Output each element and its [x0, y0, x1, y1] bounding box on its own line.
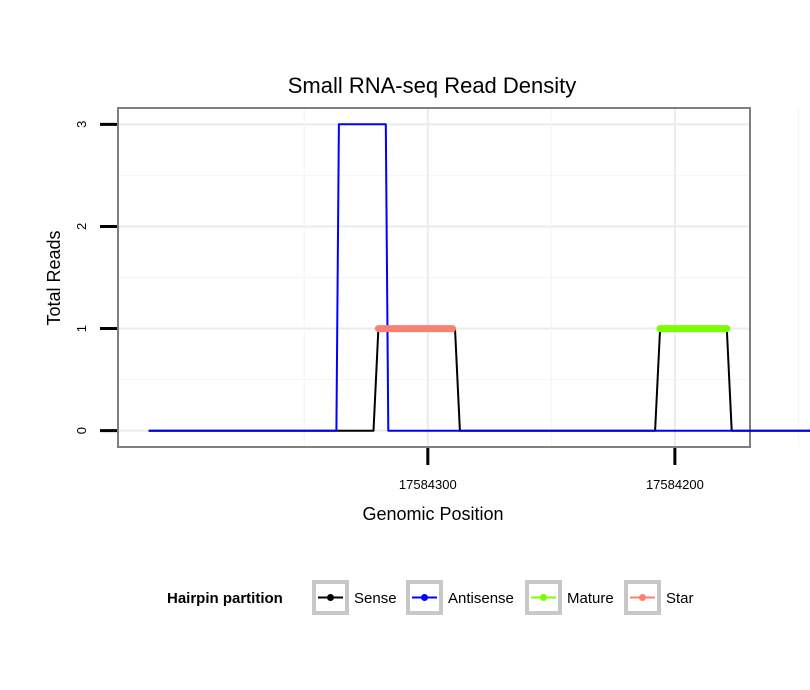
legend-item-sense: Sense — [312, 580, 397, 615]
y-tick-label: 0 — [74, 427, 89, 434]
legend-key-dot — [421, 594, 428, 601]
legend-key-dot — [540, 594, 547, 601]
y-tick-label: 1 — [74, 325, 89, 332]
legend: Hairpin partition Sense Antisense Mature St… — [167, 580, 694, 615]
series-layer — [148, 123, 810, 432]
legend-key-dot — [639, 594, 646, 601]
legend-item-star: Star — [624, 580, 694, 615]
legend-label: Mature — [567, 590, 614, 607]
series-antisense — [148, 123, 810, 432]
legend-item-mature: Mature — [525, 580, 614, 615]
chart-title: Small RNA-seq Read Density — [288, 73, 577, 98]
x-axis: 17584300 17584200 — [399, 448, 704, 492]
y-axis-title: Total Reads — [44, 230, 64, 325]
legend-label: Antisense — [448, 590, 514, 607]
x-axis-title: Genomic Position — [362, 504, 503, 524]
legend-item-antisense: Antisense — [406, 580, 514, 615]
legend-key-dot — [327, 594, 334, 601]
legend-label: Star — [666, 590, 694, 607]
x-tick-label: 17584200 — [646, 477, 704, 492]
x-tick-label: 17584300 — [399, 477, 457, 492]
legend-label: Sense — [354, 590, 397, 607]
legend-title: Hairpin partition — [167, 590, 283, 607]
y-tick-label: 2 — [74, 223, 89, 230]
y-tick-label: 3 — [74, 121, 89, 128]
y-axis: 0 1 2 3 — [74, 121, 117, 434]
